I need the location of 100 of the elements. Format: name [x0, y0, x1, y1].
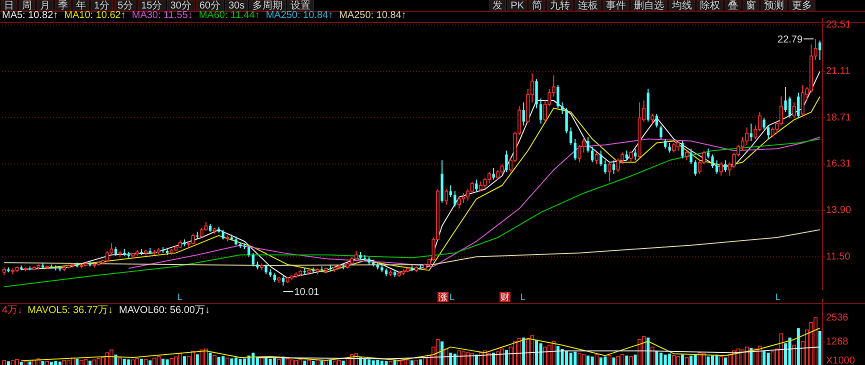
candlestick	[191, 233, 195, 245]
candlestick	[676, 140, 680, 152]
candlestick	[634, 148, 637, 161]
candlestick	[612, 160, 616, 174]
candlestick	[740, 136, 744, 152]
candlestick	[608, 162, 612, 182]
legend-label: MA250: 10.84↑	[266, 10, 334, 21]
candlestick	[470, 181, 474, 194]
text: L	[775, 292, 781, 302]
text: 涨	[438, 292, 448, 302]
candlestick	[522, 102, 525, 126]
text: 更多	[792, 0, 812, 12]
candlestick	[600, 150, 602, 167]
candlestick	[694, 160, 697, 176]
candlestick	[222, 229, 224, 240]
text: 30分	[170, 0, 192, 12]
text: 15分	[141, 0, 162, 12]
candlestick	[556, 84, 560, 109]
text: L	[449, 292, 455, 302]
text: MA60: 11.44↑	[198, 10, 260, 21]
candlestick	[660, 125, 662, 140]
candlestick	[779, 96, 783, 126]
text: 简	[532, 0, 542, 12]
candlestick	[565, 108, 568, 134]
candlestick	[604, 160, 607, 174]
candlestick	[655, 113, 658, 128]
candlestick	[560, 102, 564, 114]
line-series	[42, 96, 820, 273]
annotation: 4万↓	[2, 305, 23, 316]
y-tick-label: 16.31	[826, 158, 852, 170]
candlestick	[590, 146, 594, 163]
candlestick	[685, 150, 688, 161]
candlestick	[594, 152, 598, 165]
candlestick	[767, 125, 770, 140]
text: L	[520, 292, 526, 302]
candlestick	[248, 246, 250, 258]
text: 周	[22, 0, 32, 12]
text: 年	[76, 0, 86, 12]
candlestick	[496, 169, 500, 180]
text: 删自选	[634, 0, 664, 12]
text: L	[177, 292, 183, 302]
text: 日	[4, 0, 14, 12]
y-tick-label: 11.50	[826, 251, 851, 262]
y-tick-label: 13.90	[826, 205, 852, 216]
text: MAVOL5: 36.77万↓	[28, 305, 113, 316]
text: 连板	[578, 0, 598, 12]
text: MA30: 11.55↓	[132, 10, 193, 21]
candlestick	[706, 148, 710, 159]
y-tick-label: 21.11	[826, 66, 851, 77]
candlestick	[252, 252, 254, 267]
candlestick	[539, 98, 542, 124]
candlestick	[478, 181, 482, 192]
text: 月	[40, 0, 50, 12]
annotation: 10.01	[294, 287, 320, 298]
candlestick	[574, 138, 576, 161]
candlestick	[578, 144, 582, 163]
text: 1分	[94, 0, 110, 12]
candlestick	[454, 190, 456, 208]
text: PK	[510, 0, 524, 12]
candlestick	[570, 126, 572, 146]
text: 财	[500, 292, 510, 302]
candlestick	[788, 96, 792, 118]
text: 5分	[118, 0, 134, 12]
text: MA250: 10.84↑	[339, 10, 406, 21]
candlestick	[200, 227, 204, 238]
candlestick	[264, 264, 268, 275]
candlestick	[784, 86, 787, 113]
y-tick-label: 23.51	[826, 20, 852, 31]
y-tick-label: X1000	[826, 356, 856, 365]
text: 季	[58, 0, 68, 12]
candlestick	[483, 177, 487, 190]
text: 九转	[550, 0, 570, 12]
candlestick	[625, 150, 628, 161]
candlestick	[792, 102, 796, 118]
annotation: 22.79	[778, 34, 803, 46]
candlestick	[500, 164, 504, 174]
line-series	[128, 136, 820, 269]
candlestick	[492, 168, 495, 180]
text: 发	[492, 0, 503, 12]
candlestick	[724, 160, 727, 172]
candlestick	[488, 171, 492, 184]
candlestick	[282, 276, 285, 286]
candlestick	[672, 142, 676, 154]
text: MA5: 10.82↑	[2, 10, 58, 21]
y-tick-label: 18.71	[826, 112, 852, 124]
candlestick	[629, 150, 633, 163]
text: 30s	[228, 0, 245, 12]
candlestick	[462, 192, 466, 204]
line-series	[4, 138, 820, 288]
text: 叠	[728, 0, 738, 12]
candlestick	[681, 140, 684, 159]
text: 预测	[764, 0, 784, 12]
text: 设置	[290, 0, 311, 12]
candlestick	[745, 126, 749, 146]
candlestick	[800, 84, 804, 116]
candlestick	[586, 136, 590, 154]
candlestick	[711, 154, 714, 169]
y-tick-label: 2536	[826, 312, 849, 324]
candlestick	[105, 250, 109, 262]
candlestick	[690, 148, 692, 165]
